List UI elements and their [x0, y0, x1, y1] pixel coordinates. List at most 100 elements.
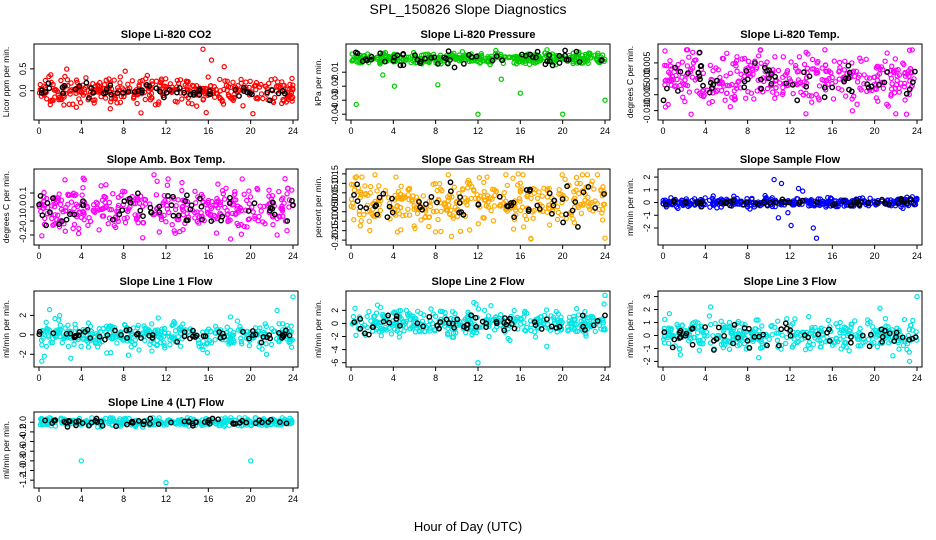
overlay-point: [550, 202, 557, 209]
data-point: [512, 207, 519, 213]
outlier-point: [274, 307, 280, 314]
overlay-point: [397, 62, 404, 69]
data-point: [234, 318, 241, 324]
data-point: [679, 323, 685, 329]
data-point: [247, 194, 254, 200]
x-axis: 0 4 8 12 16 20 24: [36, 367, 298, 383]
data-point: [377, 53, 383, 59]
overlay-point: [283, 420, 290, 427]
data-point: [70, 101, 76, 107]
data-point: [200, 338, 206, 344]
data-point: [706, 100, 712, 106]
panel-7: Slope Line 1 Flow ml/min per min. 0 4 8 12 16 2…: [1, 276, 299, 383]
data-point: [227, 327, 233, 333]
overlay-point: [786, 199, 793, 206]
data-point: [148, 94, 155, 101]
overlay-point: [664, 85, 670, 92]
data-point: [351, 216, 357, 223]
overlay-point: [146, 420, 153, 427]
data-point: [733, 82, 739, 89]
x-tick-label: 8: [433, 373, 438, 383]
overlay-point: [389, 195, 395, 202]
data-point: [555, 311, 562, 317]
y-tick-label: 0.15: [330, 165, 340, 183]
data-point: [224, 324, 230, 330]
data-point: [398, 183, 404, 189]
data-point: [836, 68, 843, 74]
overlay-point: [562, 47, 568, 54]
data-point: [158, 216, 165, 223]
overlay-point: [752, 200, 759, 206]
overlay-point: [445, 48, 452, 55]
data-point: [819, 65, 825, 71]
data-point: [812, 331, 818, 338]
overlay-point: [534, 202, 541, 209]
data-point: [826, 198, 833, 205]
data-point: [528, 195, 534, 201]
data-point: [559, 199, 565, 206]
x-tick-label: 8: [745, 251, 750, 261]
overlay-point: [814, 199, 820, 206]
outlier-point: [448, 233, 455, 239]
overlay-point: [698, 63, 705, 69]
data-point: [472, 195, 479, 202]
data-point: [253, 95, 259, 102]
overlay-point: [868, 83, 875, 90]
x-tick-label: 0: [36, 373, 41, 383]
x-axis-label: Hour of Day (UTC): [414, 519, 522, 534]
data-point: [724, 50, 730, 57]
overlay-point: [104, 332, 111, 338]
data-point: [702, 195, 708, 201]
data-point: [87, 323, 94, 330]
overlay-point: [100, 90, 107, 97]
x-tick-label: 24: [288, 126, 298, 136]
data-point: [364, 324, 371, 331]
data-point: [587, 200, 593, 207]
data-point: [814, 60, 820, 66]
data-point: [427, 203, 433, 210]
data-point: [598, 326, 604, 332]
data-point: [172, 206, 179, 213]
data-point: [124, 214, 130, 221]
overlay-point: [127, 199, 134, 206]
x-tick-label: 20: [870, 251, 880, 261]
data-point: [242, 207, 249, 213]
overlay-point: [697, 76, 703, 83]
data-point: [662, 48, 668, 54]
data-point: [145, 88, 152, 94]
data-point: [139, 424, 146, 430]
data-point: [558, 327, 564, 333]
overlay-point: [468, 54, 475, 60]
data-point: [682, 98, 688, 105]
data-point: [674, 321, 680, 328]
overlay-point: [206, 88, 213, 95]
overlay-point: [357, 325, 364, 332]
data-point: [377, 207, 384, 214]
outlier-point: [391, 83, 398, 89]
data-point: [179, 187, 185, 194]
data-point: [517, 207, 524, 214]
data-points: [662, 47, 917, 117]
data-point: [485, 199, 491, 205]
data-point: [802, 335, 808, 341]
x-tick-label: 20: [870, 126, 880, 136]
overlay-point: [538, 326, 545, 332]
data-point: [478, 59, 484, 65]
data-point: [65, 343, 72, 350]
x-tick-label: 16: [827, 126, 837, 136]
x-tick-label: 12: [161, 494, 171, 504]
x-tick-label: 24: [912, 126, 922, 136]
data-point: [710, 193, 716, 199]
data-point: [217, 94, 223, 101]
overlay-point: [120, 90, 126, 96]
overlay-point: [803, 83, 810, 90]
data-point: [257, 325, 263, 331]
overlay-point: [266, 97, 273, 104]
overlay-point: [564, 183, 570, 190]
overlay-point: [830, 202, 836, 209]
overlay-point: [906, 86, 913, 93]
y-tick-label: 1: [642, 187, 652, 192]
overlay-point: [391, 54, 398, 61]
data-point: [242, 415, 248, 421]
data-point: [487, 61, 493, 68]
